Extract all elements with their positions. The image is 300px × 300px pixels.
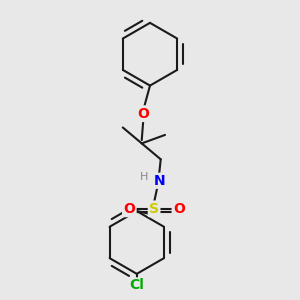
Text: O: O: [173, 202, 185, 216]
Text: S: S: [149, 202, 159, 216]
Text: H: H: [140, 172, 148, 182]
Text: O: O: [123, 202, 135, 216]
Text: O: O: [137, 107, 149, 121]
Text: Cl: Cl: [129, 278, 144, 292]
Text: N: N: [153, 174, 165, 188]
